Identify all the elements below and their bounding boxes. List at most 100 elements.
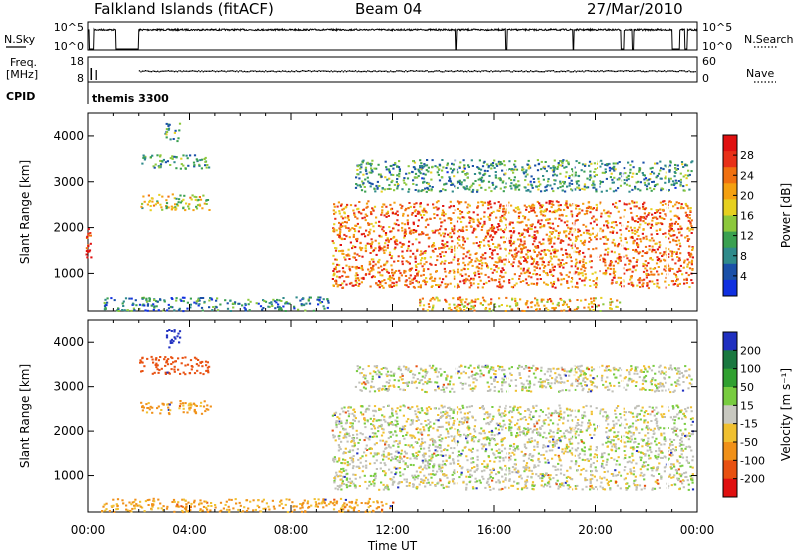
data-cell — [385, 212, 388, 215]
data-cell — [481, 165, 485, 168]
data-cell — [497, 243, 500, 246]
data-cell — [547, 165, 550, 168]
data-cell — [568, 175, 571, 177]
freq-point — [344, 70, 346, 72]
freq-point — [642, 70, 644, 72]
data-cell — [295, 296, 298, 299]
data-cell — [531, 481, 535, 484]
data-cell — [167, 206, 170, 209]
data-cell — [398, 279, 401, 282]
data-cell — [345, 235, 348, 238]
data-cell — [345, 431, 348, 434]
data-cell — [339, 284, 342, 287]
data-cell — [364, 250, 367, 253]
data-cell — [589, 206, 593, 209]
data-cell — [186, 157, 189, 160]
data-cell — [491, 253, 494, 256]
data-cell — [564, 249, 567, 252]
data-cell — [555, 174, 559, 177]
data-cell — [528, 211, 531, 213]
data-cell — [476, 206, 479, 209]
data-cell — [473, 309, 476, 312]
data-cell — [456, 430, 459, 433]
data-cell — [573, 308, 576, 311]
data-cell — [385, 239, 388, 242]
data-cell — [402, 212, 405, 215]
data-cell — [653, 414, 656, 417]
data-cell — [619, 229, 622, 232]
data-cell — [484, 262, 487, 265]
data-cell — [422, 210, 425, 213]
data-cell — [276, 306, 280, 309]
data-cell — [537, 304, 540, 307]
data-cell — [124, 297, 128, 300]
data-cell — [444, 242, 447, 245]
data-cell — [448, 303, 451, 306]
data-cell — [173, 330, 176, 333]
freq-point — [390, 70, 392, 72]
data-cell — [176, 203, 179, 206]
data-cell — [172, 206, 175, 209]
data-cell — [467, 249, 471, 252]
data-cell — [487, 166, 490, 169]
data-cell — [651, 181, 654, 183]
data-cell — [539, 211, 542, 214]
data-cell — [385, 215, 388, 218]
data-cell — [644, 222, 647, 225]
data-cell — [570, 210, 573, 213]
data-cell — [402, 257, 405, 259]
data-cell — [585, 207, 589, 210]
data-cell — [558, 217, 561, 220]
data-cell — [397, 229, 400, 232]
data-cell — [427, 473, 431, 476]
data-cell — [454, 185, 457, 188]
data-cell — [396, 214, 399, 217]
data-cell — [441, 243, 444, 246]
freq-point — [304, 70, 306, 72]
data-cell — [605, 463, 608, 466]
freq-point — [458, 70, 460, 72]
data-cell — [510, 263, 513, 266]
freq-point — [656, 71, 658, 73]
data-cell — [263, 300, 266, 302]
data-cell — [515, 435, 518, 438]
data-cell — [611, 181, 614, 184]
data-cell — [636, 221, 640, 223]
data-cell — [525, 302, 528, 304]
data-cell — [372, 225, 375, 228]
data-cell — [363, 417, 366, 420]
data-cell — [633, 441, 636, 444]
data-cell — [565, 215, 568, 217]
data-cell — [422, 273, 425, 276]
data-cell — [680, 203, 683, 206]
data-cell — [570, 179, 573, 182]
data-cell — [354, 279, 357, 282]
data-cell — [495, 265, 498, 268]
freq-point — [388, 71, 390, 73]
data-cell — [375, 282, 378, 285]
data-cell — [478, 246, 481, 249]
data-cell — [471, 447, 474, 450]
data-cell — [182, 404, 185, 407]
data-cell — [410, 229, 413, 232]
data-cell — [661, 187, 664, 190]
data-cell — [454, 247, 457, 250]
data-cell — [670, 454, 673, 457]
data-cell — [612, 473, 615, 476]
data-cell — [464, 273, 467, 276]
data-cell — [539, 222, 542, 225]
data-cell — [458, 244, 461, 247]
data-cell — [469, 225, 472, 228]
data-cell — [476, 455, 479, 458]
freq-point — [557, 71, 559, 73]
data-cell — [509, 244, 512, 247]
data-cell — [679, 225, 682, 228]
freq-point — [431, 70, 433, 73]
data-cell — [659, 208, 662, 211]
data-cell — [500, 220, 503, 223]
data-cell — [452, 258, 455, 261]
data-cell — [610, 261, 613, 264]
freq-point — [487, 70, 489, 73]
freq-point — [575, 71, 577, 73]
data-cell — [345, 283, 348, 286]
